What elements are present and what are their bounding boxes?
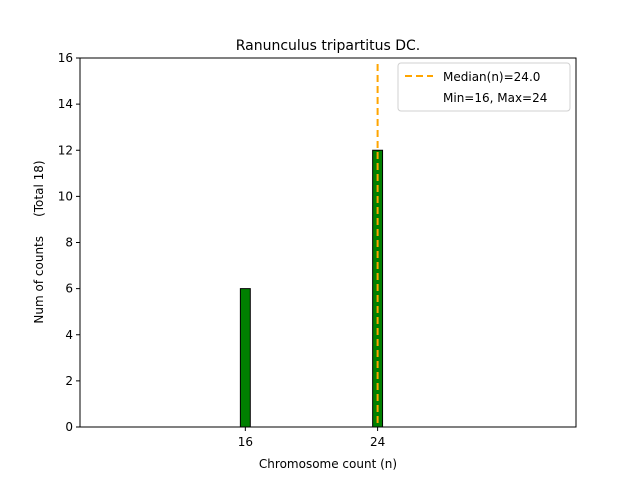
y-tick-label: 16	[58, 51, 73, 65]
y-tick-label: 10	[58, 189, 73, 203]
y-tick-label: 0	[65, 420, 73, 434]
legend-entry-minmax: Min=16, Max=24	[443, 91, 547, 105]
y-tick-label: 4	[65, 328, 73, 342]
legend-box	[397, 62, 571, 112]
legend-entry-median: Median(n)=24.0	[443, 70, 540, 84]
chart-title: Ranunculus tripartitus DC.	[236, 38, 421, 54]
bar-16	[239, 288, 251, 428]
x-tick-label: 24	[370, 435, 385, 449]
y-tick-label: 8	[65, 236, 73, 250]
y-tick-label: 14	[58, 97, 73, 111]
x-axis-label: Chromosome count (n)	[259, 457, 397, 471]
x-tick-label: 16	[238, 435, 253, 449]
y-tick-label: 12	[58, 143, 73, 157]
y-tick-label: 6	[65, 282, 73, 296]
y-axis-label: Num of counts (Total 18)	[32, 160, 46, 323]
plot-frame	[79, 57, 577, 428]
legend: Median(n)=24.0 Min=16, Max=24	[397, 62, 571, 112]
y-tick-label: 2	[65, 374, 73, 388]
